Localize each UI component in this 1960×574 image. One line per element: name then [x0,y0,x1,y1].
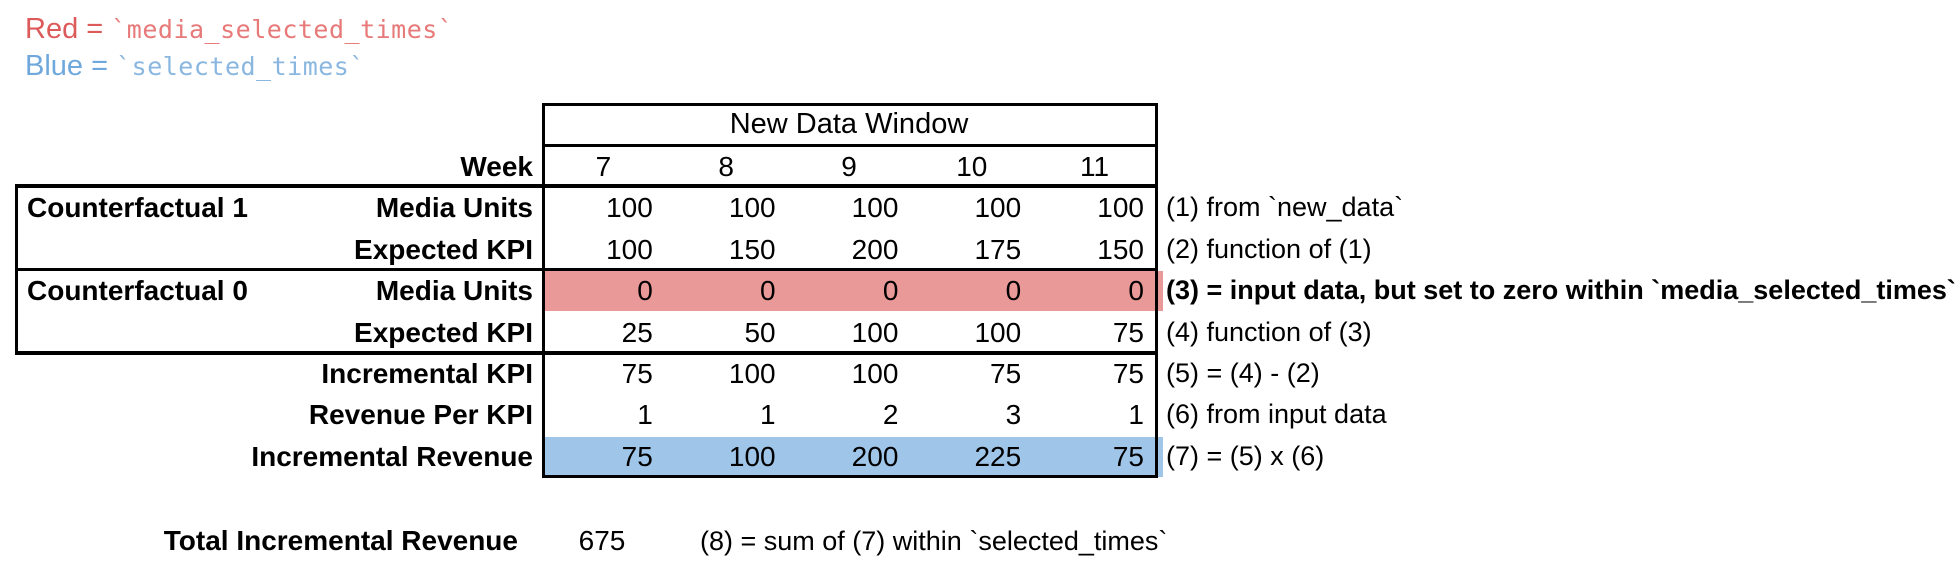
table-top-border [542,103,1158,106]
table-row: Counterfactual 1 Media Units 100 100 100… [0,187,1960,228]
table-row: Revenue Per KPI 1 1 2 3 1 (6) from input… [0,394,1960,435]
week-row-label: Week [460,151,533,182]
week-cell: 8 [718,151,734,182]
media-selected-times-highlight [543,271,1163,311]
week-cell: 7 [595,151,612,182]
row-cells: 75 100 100 75 75 [542,353,1156,394]
legend-blue-label: Blue = [25,50,117,82]
cell: 100 [728,441,776,472]
table-header: New Data Window [729,108,969,140]
cell: 100 [851,192,899,223]
cell: 75 [990,358,1022,389]
cell: 1 [760,399,776,430]
row-label: Incremental KPI [321,358,533,389]
week-cell: 9 [841,151,857,182]
row-cells: 100 150 200 175 150 [542,229,1156,270]
table-right-border [1155,103,1158,478]
group-label: Counterfactual 1 [27,192,248,223]
cell: 100 [974,192,1022,223]
cell: 150 [728,234,776,265]
row-annotation: (7) = (5) x (6) [1166,441,1325,471]
cell: 100 [1097,192,1144,223]
table-bottom-border [542,475,1158,478]
cell: 100 [851,358,899,389]
cell: 1 [637,399,653,430]
total-value: 675 [578,525,626,556]
row-annotation: (4) function of (3) [1166,317,1372,347]
row-cells: 100 100 100 100 100 [542,187,1156,228]
table-row: Expected KPI 100 150 200 175 150 (2) fun… [0,229,1960,270]
cell: 100 [728,192,776,223]
cell: 200 [851,441,899,472]
cell: 25 [621,317,653,348]
table-row: Expected KPI 25 50 100 100 75 (4) functi… [0,312,1960,353]
cell: 1 [1128,399,1144,430]
row-cells: 25 50 100 100 75 [542,312,1156,353]
legend-blue-row: Blue = `selected_times` [25,47,453,84]
week-cells: 7 8 9 10 11 [542,146,1156,187]
row-label: Expected KPI [354,234,533,265]
counterfactual0-bottom-border [15,351,1158,355]
total-annotation: (8) = sum of (7) within `selected_times` [700,526,1168,556]
cell: 100 [606,192,653,223]
cell: 0 [1128,275,1144,306]
row-cells: 75 100 200 225 75 [542,436,1156,477]
legend-red-row: Red = `media_selected_times` [25,10,453,47]
row-cells: 0 0 0 0 0 [542,270,1156,311]
row-label: Media Units [375,275,533,306]
week-row: Week 7 8 9 10 11 [0,146,1960,187]
cell: 100 [606,234,653,265]
cell: 75 [1112,441,1144,472]
cell: 75 [621,441,653,472]
cell: 75 [621,358,653,389]
row-annotation: (1) from `new_data` [1166,192,1404,222]
cell: 200 [851,234,899,265]
row-annotation: (6) from input data [1166,399,1387,429]
legend-red-label: Red = [25,13,112,45]
group-label: Counterfactual 0 [27,275,248,306]
cell: 50 [744,317,776,348]
cell: 2 [882,399,899,430]
row-label: Revenue Per KPI [308,399,533,430]
cell: 3 [1005,399,1022,430]
week-cell: 11 [1080,151,1110,182]
cell: 175 [974,234,1022,265]
cell: 0 [882,275,899,306]
row-label: Expected KPI [354,317,533,348]
table-row: Incremental KPI 75 100 100 75 75 (5) = (… [0,353,1960,394]
cell: 150 [1097,234,1144,265]
legend-blue-code: `selected_times` [116,52,365,81]
row-cells: 1 1 2 3 1 [542,394,1156,435]
header-bottom-border [542,144,1158,147]
cell: 0 [760,275,776,306]
row-annotation: (3) = input data, but set to zero within… [1166,275,1956,305]
row-annotation: (2) function of (1) [1166,234,1372,264]
legend-red-code: `media_selected_times` [111,15,454,44]
table-left-border [542,103,545,478]
cell: 100 [974,317,1022,348]
cell: 225 [974,441,1022,472]
counterfactual-divider-border [15,268,1158,271]
cell: 0 [637,275,653,306]
legend: Red = `media_selected_times` Blue = `sel… [25,10,453,84]
total-row: Total Incremental Revenue 675 (8) = sum … [0,520,1960,562]
table-row: Counterfactual 0 Media Units 0 0 0 0 0 (… [0,270,1960,311]
total-label: Total Incremental Revenue [163,525,518,556]
row-label: Media Units [375,192,533,223]
row-annotation: (5) = (4) - (2) [1166,358,1320,388]
cell: 75 [1112,358,1144,389]
table-row: Incremental Revenue 75 100 200 225 75 (7… [0,436,1960,477]
cell: 100 [851,317,899,348]
row-label: Incremental Revenue [251,441,533,472]
week-bottom-border [15,184,1158,188]
cell: 75 [1112,317,1144,348]
cell: 100 [728,358,776,389]
cell: 0 [1005,275,1022,306]
selected-times-highlight [543,437,1163,477]
week-cell: 10 [956,151,988,182]
group-box-left-border [15,184,18,355]
